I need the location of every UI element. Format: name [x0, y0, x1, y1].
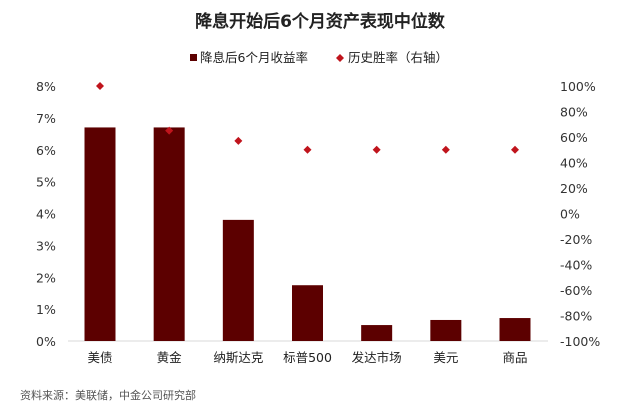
left-tick-label: 8%: [36, 79, 56, 94]
category-label: 美债: [87, 350, 112, 365]
category-label: 标普500: [283, 350, 332, 365]
left-tick-label: 5%: [36, 175, 56, 190]
win-rate-marker: [96, 82, 104, 90]
right-tick-label: -60%: [560, 283, 592, 298]
left-tick-label: 2%: [36, 270, 56, 285]
category-label: 黄金: [157, 350, 183, 365]
right-tick-label: 20%: [560, 181, 588, 196]
bar: [430, 319, 462, 341]
right-tick-label: 60%: [560, 130, 588, 145]
right-tick-label: 40%: [560, 156, 588, 171]
category-label: 美元: [433, 350, 458, 365]
chart-title: 降息开始后6个月资产表现中位数: [195, 11, 446, 32]
bar: [499, 318, 531, 341]
win-rate-marker: [303, 145, 312, 154]
left-tick-label: 6%: [36, 143, 56, 158]
right-tick-label: -80%: [560, 309, 592, 324]
left-tick-label: 7%: [36, 111, 56, 126]
right-tick-label: -20%: [560, 232, 592, 247]
legend-bar-label: 降息后6个月收益率: [200, 50, 308, 65]
legend-marker-label: 历史胜率（右轴）: [348, 50, 448, 65]
win-rate-marker: [372, 145, 381, 154]
legend: 降息后6个月收益率 历史胜率（右轴）: [190, 50, 448, 65]
left-tick-label: 1%: [36, 302, 56, 317]
category-label: 发达市场: [352, 350, 402, 365]
right-tick-label: 80%: [560, 105, 588, 120]
win-rate-marker: [234, 136, 243, 145]
bar: [84, 127, 116, 341]
bar: [361, 325, 393, 341]
legend-marker-swatch: [336, 54, 344, 62]
win-rate-marker: [511, 145, 519, 154]
legend-bar-swatch: [190, 54, 197, 61]
bar: [292, 285, 323, 341]
bar: [153, 127, 185, 341]
category-label: 商品: [502, 350, 527, 365]
bar: [222, 219, 254, 341]
category-label: 纳斯达克: [213, 350, 263, 365]
source-note: 资料来源：美联储，中金公司研究部: [20, 388, 196, 402]
left-tick-label: 3%: [36, 238, 56, 253]
right-tick-label: -40%: [560, 258, 592, 273]
left-tick-label: 0%: [36, 334, 56, 349]
win-rate-marker: [165, 126, 174, 135]
left-tick-label: 4%: [36, 207, 56, 222]
win-rate-marker: [441, 145, 450, 154]
right-tick-label: -100%: [560, 334, 600, 349]
right-tick-label: 0%: [560, 207, 580, 222]
right-tick-label: 100%: [560, 79, 596, 94]
